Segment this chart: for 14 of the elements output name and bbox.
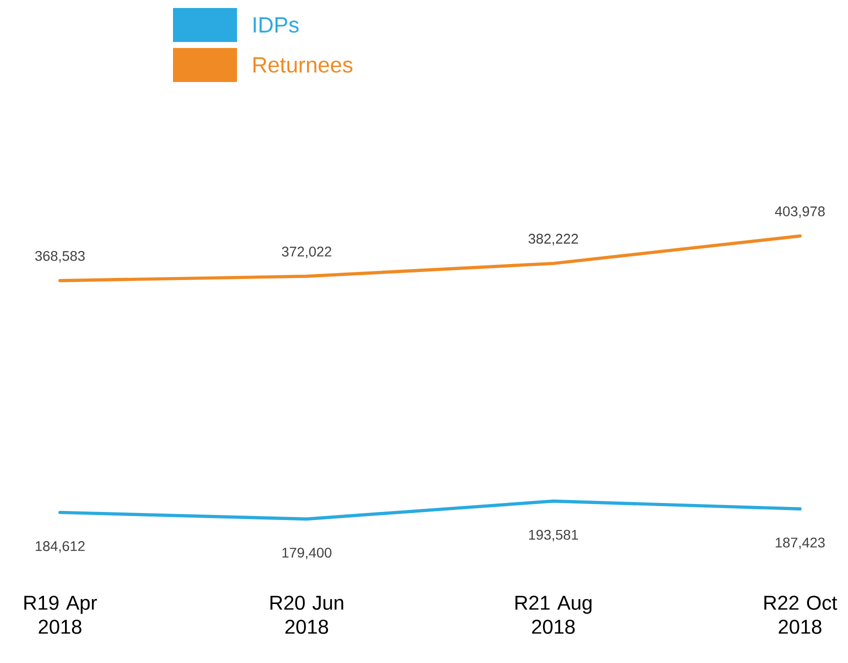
data-label: 193,581 <box>529 530 578 542</box>
x-tick-label: R19 Apr 2018 <box>24 596 97 634</box>
data-label: 187,423 <box>776 538 825 550</box>
data-label: 372,022 <box>282 246 332 258</box>
legend-label: Returnees <box>254 57 352 73</box>
data-label: 184,612 <box>36 541 85 553</box>
legend-label: IDPs <box>254 17 299 33</box>
data-label: 382,222 <box>528 234 578 246</box>
data-label: 368,583 <box>35 251 85 263</box>
x-tick-label: R22 Oct 2018 <box>764 596 838 634</box>
data-label: 403,978 <box>775 206 825 218</box>
data-label: 179,400 <box>282 548 332 560</box>
x-tick-label: R20 Jun 2018 <box>270 596 344 634</box>
x-tick-label: R21 Aug 2018 <box>516 596 592 634</box>
